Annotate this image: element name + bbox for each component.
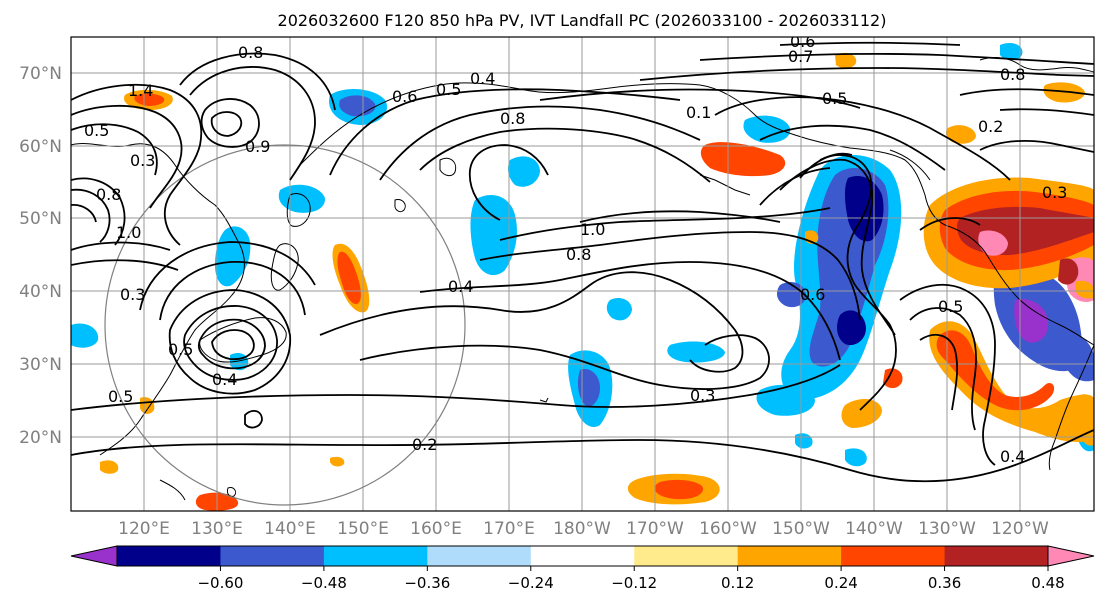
map-layers: 0.6 0.7 0.8 0.6 0.5 0.4 0.8 0.5 0.2 0.8 … (71, 32, 1094, 511)
contour-label: 0.4 (212, 370, 237, 389)
contour-label: 0.9 (245, 137, 270, 156)
contour-label: 0.3 (690, 386, 715, 405)
colorbar-segment (841, 546, 946, 566)
contour-label: 0.7 (788, 47, 813, 66)
colorbar-segment (737, 546, 842, 566)
longitude-label: 150°W (772, 519, 830, 539)
latitude-label: 60°N (19, 137, 62, 157)
colorbar-segment (220, 546, 325, 566)
contour-label: 1.0 (580, 220, 605, 239)
colorbar-frame (116, 545, 1049, 567)
colorbar-tick-label: 0.12 (721, 574, 754, 592)
contour-label: 0.1 (686, 103, 711, 122)
latitude-label: 40°N (19, 282, 62, 302)
contour-label: 0.6 (790, 32, 815, 51)
contour-label: 0.3 (120, 285, 145, 304)
colorbar-tick-label: 0.48 (1031, 574, 1064, 592)
contour-label: 0.6 (800, 285, 825, 304)
contour-label: 0.8 (500, 109, 525, 128)
colorbar-tick-labels: −0.60 −0.48 −0.36 −0.24 −0.12 0.12 0.24 0.36 0.4… (197, 566, 1065, 592)
contour-label: 1.0 (116, 223, 141, 242)
contour-label: 0.5 (938, 297, 963, 316)
colorbar-extend-max (1047, 545, 1095, 567)
ivt-contours (71, 41, 1094, 483)
contour-label: 0.8 (238, 43, 263, 62)
contour-label: 0.2 (412, 435, 437, 454)
contour-label: 0.3 (1042, 183, 1067, 202)
longitude-label: 170°W (626, 519, 684, 539)
colorbar-tick-label: 0.24 (824, 574, 857, 592)
contour-label: 0.5 (436, 80, 461, 99)
colorbar-segment (944, 546, 1049, 566)
colorbar-segment (323, 546, 428, 566)
contour-label: 0.5 (84, 121, 109, 140)
colorbar-segment (530, 546, 635, 566)
contour-label: 0.8 (96, 185, 121, 204)
longitude-labels: 120°E 130°E 140°E 150°E 160°E 170°E 180°W 170°W… (118, 519, 1049, 539)
radius-circle (104, 144, 466, 506)
contour-label: 0.2 (978, 117, 1003, 136)
latitude-label: 20°N (19, 428, 62, 448)
longitude-label: 160°W (699, 519, 757, 539)
longitude-label: 150°E (337, 519, 389, 539)
contour-label: 0.8 (566, 245, 591, 264)
latitude-labels: 70°N 60°N 50°N 40°N 30°N 20°N (19, 64, 62, 448)
longitude-label: 130°E (191, 519, 243, 539)
colorbar-tick-label: −0.12 (611, 574, 657, 592)
longitude-label: 160°E (410, 519, 462, 539)
contour-label: 0.6 (392, 87, 417, 106)
contour-label: 0.5 (168, 340, 193, 359)
colorbar-segment (634, 546, 739, 566)
figure-title: 2026032600 F120 850 hPa PV, IVT Landfall… (278, 11, 887, 30)
longitude-label: 140°E (264, 519, 316, 539)
latitude-label: 70°N (19, 64, 62, 84)
contour-label: 1.4 (128, 81, 153, 100)
colorbar-tick-label: −0.24 (508, 574, 554, 592)
colorbar-segment (117, 546, 221, 566)
latitude-label: 30°N (19, 355, 62, 375)
contour-label: 0.3 (130, 151, 155, 170)
colorbar-segment (427, 546, 532, 566)
colorbar-tick-label: −0.60 (197, 574, 243, 592)
colorbar-extend-min (70, 545, 118, 567)
longitude-label: 120°W (991, 519, 1049, 539)
contour-label: 0.8 (1000, 65, 1025, 84)
longitude-label: 170°E (483, 519, 535, 539)
contour-label: 0.5 (108, 387, 133, 406)
latitude-label: 50°N (19, 209, 62, 229)
colorbar-tick-label: 0.36 (928, 574, 961, 592)
contour-label: 0.5 (822, 89, 847, 108)
longitude-label: 180°W (553, 519, 611, 539)
colorbar (70, 545, 1095, 567)
map-border (70, 36, 1095, 512)
contour-label: 0.4 (1000, 447, 1025, 466)
colorbar-tick-label: −0.48 (301, 574, 347, 592)
longitude-label: 140°W (845, 519, 903, 539)
contour-label: 0.4 (448, 277, 473, 296)
longitude-label: 120°E (118, 519, 170, 539)
contour-label: 0.4 (470, 69, 495, 88)
contour-label-group: 0.6 0.7 0.8 0.6 0.5 0.4 0.8 0.5 0.2 0.8 … (84, 32, 1067, 466)
longitude-label: 130°W (918, 519, 976, 539)
colorbar-tick-label: −0.36 (404, 574, 450, 592)
